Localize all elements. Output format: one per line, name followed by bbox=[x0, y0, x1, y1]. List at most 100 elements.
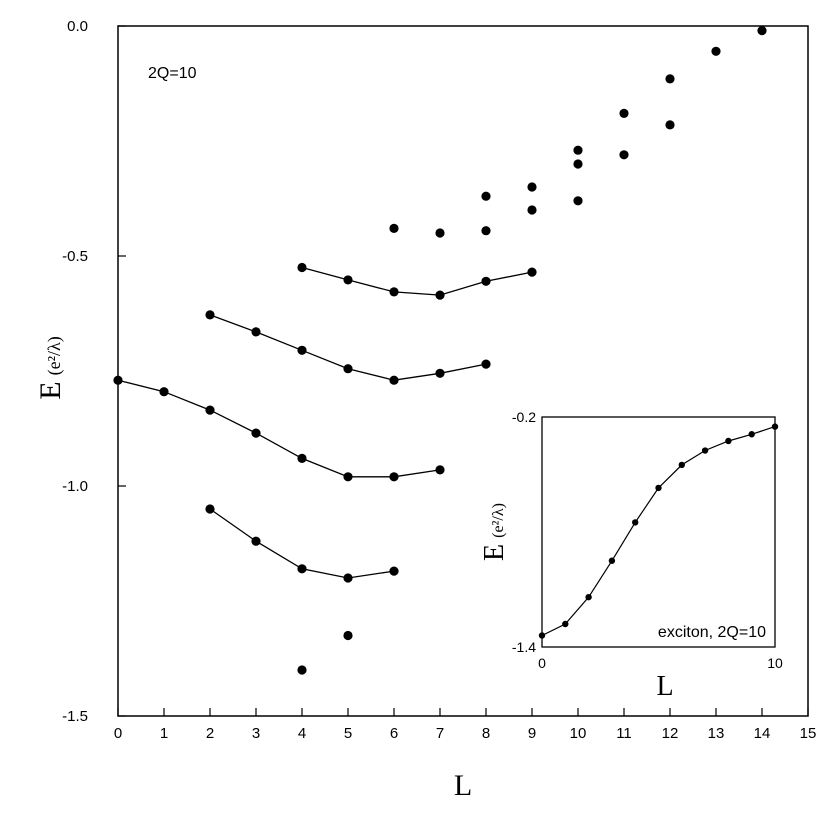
main-data-point bbox=[435, 290, 445, 300]
main-x-tick-label: 15 bbox=[800, 725, 817, 742]
main-data-point bbox=[251, 327, 261, 337]
main-data-point bbox=[205, 310, 215, 320]
main-data-point bbox=[389, 223, 399, 233]
inset-plot-frame bbox=[541, 416, 776, 648]
main-data-point bbox=[297, 345, 307, 355]
inset-data-point bbox=[632, 519, 639, 526]
inset-x-tick-label: 10 bbox=[767, 655, 783, 671]
svg-text:E (e²/λ): E (e²/λ) bbox=[479, 503, 510, 561]
main-series-lines bbox=[117, 266, 533, 579]
main-y-axis-unit: (e²/λ) bbox=[44, 336, 65, 375]
main-data-point bbox=[159, 387, 169, 397]
main-band-line bbox=[117, 379, 441, 478]
inset-data-point bbox=[771, 423, 779, 430]
main-data-point bbox=[481, 226, 491, 236]
main-x-tick-label: 6 bbox=[390, 725, 398, 742]
main-data-point bbox=[389, 566, 399, 576]
main-data-point bbox=[481, 276, 491, 286]
main-x-tick-label: 3 bbox=[252, 725, 260, 742]
main-data-point bbox=[343, 573, 353, 583]
inset-data-point bbox=[701, 447, 709, 454]
main-x-tick-label: 14 bbox=[754, 725, 771, 742]
main-band-line bbox=[301, 266, 533, 296]
main-data-point bbox=[297, 453, 307, 463]
main-data-point bbox=[343, 630, 353, 641]
main-data-point bbox=[297, 564, 307, 574]
main-axis-ticks: 0 1 2 3 4 5 6 7 8 9 10 11 12 13 14 150.0-0.5-1.0-1.5 bbox=[62, 18, 816, 742]
inset-data-point bbox=[748, 431, 755, 438]
inset-y-axis-unit: (e²/λ) bbox=[490, 503, 507, 538]
main-x-tick-label: 8 bbox=[482, 725, 490, 742]
svg-text:E (e²/λ): E (e²/λ) bbox=[34, 336, 67, 399]
main-x-axis-title: L bbox=[454, 769, 472, 802]
main-data-point bbox=[389, 472, 399, 482]
inset-data-point bbox=[562, 620, 569, 628]
main-data-point bbox=[297, 262, 307, 273]
main-data-point bbox=[205, 504, 215, 514]
main-data-point bbox=[527, 267, 537, 277]
inset-axis-ticks: 0 10 -0.2 -1.4 bbox=[512, 409, 783, 671]
main-x-tick-label: 13 bbox=[708, 725, 725, 742]
inset-plot-background bbox=[538, 417, 775, 647]
main-data-point bbox=[573, 145, 583, 155]
main-data-point bbox=[343, 472, 353, 482]
main-x-tick-label: 1 bbox=[160, 725, 168, 742]
main-plot: 0 1 2 3 4 5 6 7 8 9 10 11 12 13 14 150.0-0.5-1.0-1.5 2Q… bbox=[34, 18, 816, 802]
inset-data-point bbox=[655, 484, 662, 492]
main-data-point bbox=[481, 191, 491, 201]
main-x-tick-label: 0 bbox=[114, 725, 122, 742]
main-y-axis-title: E bbox=[34, 381, 67, 399]
main-data-point bbox=[297, 665, 307, 675]
inset-y-axis-title-group: E (e²/λ) bbox=[479, 503, 510, 561]
main-data-point bbox=[665, 74, 675, 84]
main-annotation: 2Q=10 bbox=[148, 65, 197, 82]
main-data-point bbox=[527, 182, 537, 192]
main-data-point bbox=[251, 428, 261, 438]
main-y-tick-label: -1.0 bbox=[62, 478, 88, 495]
main-data-point bbox=[619, 108, 629, 118]
main-data-point bbox=[665, 120, 675, 130]
main-x-tick-label: 12 bbox=[662, 725, 679, 742]
main-data-point bbox=[205, 405, 215, 415]
inset-data-point bbox=[678, 461, 685, 469]
main-data-point bbox=[573, 196, 583, 206]
main-y-axis-title-group: E (e²/λ) bbox=[34, 336, 67, 399]
inset-data-point bbox=[608, 557, 616, 564]
main-x-tick-label: 9 bbox=[528, 725, 536, 742]
main-x-tick-label: 2 bbox=[206, 725, 214, 742]
main-data-point bbox=[757, 26, 767, 36]
main-x-tick-label: 10 bbox=[570, 725, 587, 742]
inset-annotation: exciton, 2Q=10 bbox=[658, 624, 766, 641]
inset-data-point bbox=[538, 632, 546, 639]
main-data-point bbox=[251, 536, 261, 546]
main-plot-frame bbox=[117, 25, 809, 717]
inset-data-point bbox=[585, 593, 592, 601]
inset-data-point bbox=[725, 437, 732, 445]
main-y-tick-label: -0.5 bbox=[62, 248, 88, 265]
inset-plot: 0 10 -0.2 -1.4 exciton, 2Q=10 L E (e²/λ) bbox=[479, 409, 783, 702]
main-data-point bbox=[481, 359, 491, 369]
inset-y-axis-title: E bbox=[479, 544, 510, 561]
main-data-point bbox=[389, 375, 399, 385]
main-data-point bbox=[435, 228, 445, 238]
main-data-point bbox=[113, 375, 123, 385]
main-data-points bbox=[113, 26, 767, 675]
main-x-tick-label: 11 bbox=[616, 725, 632, 742]
main-data-point bbox=[573, 159, 583, 169]
inset-x-tick-label: 0 bbox=[538, 655, 546, 671]
main-data-point bbox=[435, 368, 445, 378]
inset-data-points bbox=[538, 423, 779, 639]
main-y-tick-label: 0.0 bbox=[67, 18, 88, 35]
inset-y-tick-label: -1.4 bbox=[512, 639, 536, 655]
inset-x-axis-title: L bbox=[656, 671, 673, 702]
main-data-point bbox=[343, 364, 353, 374]
main-data-point bbox=[527, 205, 537, 215]
main-data-point bbox=[343, 275, 353, 285]
inset-y-tick-label: -0.2 bbox=[512, 409, 536, 425]
main-x-tick-label: 5 bbox=[344, 725, 352, 742]
main-data-point bbox=[435, 465, 445, 475]
main-y-tick-label: -1.5 bbox=[62, 708, 88, 725]
main-data-point bbox=[711, 46, 721, 56]
main-data-point bbox=[389, 287, 399, 297]
